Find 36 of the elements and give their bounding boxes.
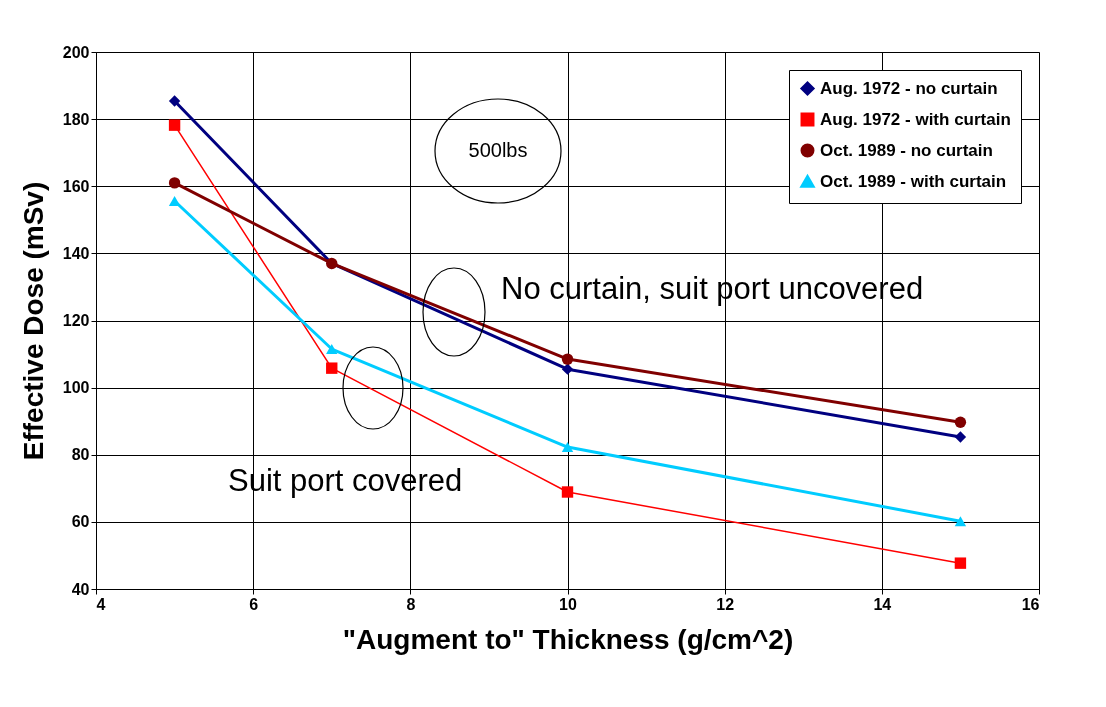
legend-label: Oct. 1989 - with curtain — [820, 171, 1007, 191]
y-tick-label: 60 — [71, 513, 90, 531]
point — [954, 431, 967, 443]
legend-label: Aug. 1972 - with curtain — [820, 109, 1011, 129]
point — [954, 416, 967, 428]
point — [561, 442, 574, 452]
point — [954, 557, 967, 569]
y-tick-label: 40 — [71, 580, 90, 598]
y-axis-title: Effective Dose (mSv) — [17, 181, 49, 461]
y-tick-label: 180 — [62, 110, 90, 128]
x-tick-label: 6 — [249, 595, 259, 613]
point — [168, 95, 181, 107]
y-tick-label: 160 — [62, 177, 90, 195]
x-tick-label: 12 — [716, 595, 735, 613]
annotation: 500lbs — [468, 139, 528, 161]
point — [561, 486, 574, 498]
point — [168, 177, 181, 189]
x-tick-label: 14 — [873, 595, 892, 613]
y-tick-label: 100 — [62, 379, 90, 397]
y-tick-label: 140 — [62, 244, 90, 262]
x-tick-label: 10 — [559, 595, 577, 613]
y-tick-label: 80 — [71, 446, 90, 464]
x-tick-label: 16 — [1021, 595, 1040, 613]
point — [954, 516, 967, 527]
point — [326, 344, 338, 354]
point — [326, 362, 338, 374]
legend-label: Oct. 1989 - no curtain — [820, 140, 993, 160]
point — [561, 363, 574, 375]
x-tick-label: 4 — [96, 595, 106, 613]
x-axis-title: "Augment to" Thickness (g/cm^2) — [342, 623, 794, 655]
y-tick-label: 200 — [62, 43, 90, 61]
point — [561, 353, 574, 365]
legend-label: Aug. 1972 - no curtain — [820, 78, 998, 98]
x-tick-label: 8 — [406, 595, 416, 613]
point — [168, 119, 181, 131]
y-tick-label: 120 — [62, 312, 90, 329]
